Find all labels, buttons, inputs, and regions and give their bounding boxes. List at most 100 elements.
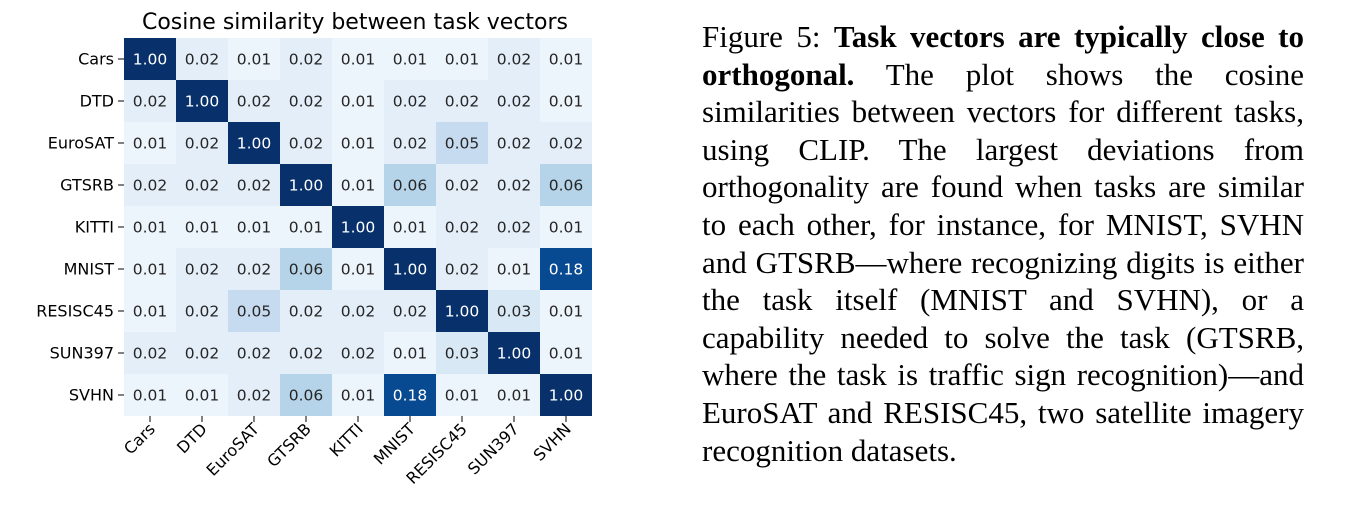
cell-value-label: 0.02: [549, 135, 584, 153]
cell-MNIST-KITTI: [332, 248, 384, 290]
cell-DTD-MNIST: [384, 80, 436, 122]
cell-EuroSAT-SVHN: [540, 122, 592, 164]
cell-value-label: 0.02: [237, 345, 272, 363]
cell-RESISC45-GTSRB: [280, 290, 332, 332]
y-tick-label: EuroSAT: [48, 134, 114, 153]
heatmap-chart: Cosine similarity between task vectors 1…: [36, 10, 592, 488]
cell-value-label: 0.02: [445, 177, 480, 195]
cell-value-label: 0.02: [393, 303, 428, 321]
cell-RESISC45-SUN397: [488, 290, 540, 332]
cell-value-label: 0.01: [549, 345, 584, 363]
cell-RESISC45-KITTI: [332, 290, 384, 332]
cell-value-label: 1.00: [497, 345, 532, 363]
cell-value-label: 0.01: [393, 345, 428, 363]
y-tick-label: KITTI: [75, 218, 114, 237]
cell-SUN397-KITTI: [332, 332, 384, 374]
cell-value-label: 0.02: [185, 261, 220, 279]
y-tick-label: GTSRB: [60, 176, 114, 195]
cell-value-label: 0.01: [549, 93, 584, 111]
cell-value-label: 0.01: [497, 387, 532, 405]
cell-value-label: 0.01: [133, 135, 168, 153]
y-tick-labels: Cars DTD EuroSAT GTSRB KITTI MNIST RESISC45 SUN…: [36, 50, 124, 405]
cell-DTD-GTSRB: [280, 80, 332, 122]
x-tick-label: EuroSAT: [203, 419, 263, 479]
cell-value-label: 0.02: [133, 93, 168, 111]
cell-value-label: 0.02: [497, 177, 532, 195]
cell-EuroSAT-GTSRB: [280, 122, 332, 164]
cell-value-label: 0.02: [497, 51, 532, 69]
cell-SUN397-Cars: [124, 332, 176, 374]
cell-DTD-EuroSAT: [228, 80, 280, 122]
cell-value-label: 0.03: [497, 303, 532, 321]
cell-EuroSAT-SUN397: [488, 122, 540, 164]
cell-MNIST-EuroSAT: [228, 248, 280, 290]
cell-Cars-RESISC45: [436, 38, 488, 80]
cell-EuroSAT-DTD: [176, 122, 228, 164]
cell-value-label: 0.06: [289, 387, 324, 405]
cell-value-label: 0.18: [549, 261, 584, 279]
cell-value-label: 0.01: [549, 219, 584, 237]
cell-Cars-MNIST: [384, 38, 436, 80]
figure-label: Figure 5:: [702, 19, 821, 54]
cell-value-label: 0.01: [185, 387, 220, 405]
figure-caption: Figure 5: Task vectors are typically clo…: [702, 18, 1304, 469]
cell-value-label: 1.00: [445, 303, 480, 321]
cell-value-label: 0.01: [341, 387, 376, 405]
cell-value-label: 0.01: [549, 51, 584, 69]
cell-value-label: 0.01: [341, 93, 376, 111]
cell-value-label: 0.06: [393, 177, 428, 195]
cell-value-label: 0.01: [497, 261, 532, 279]
cell-value-label: 1.00: [185, 93, 220, 111]
cell-GTSRB-DTD: [176, 164, 228, 206]
cell-GTSRB-KITTI: [332, 164, 384, 206]
cell-value-label: 0.02: [237, 177, 272, 195]
cell-value-label: 0.02: [133, 345, 168, 363]
cell-GTSRB-SUN397: [488, 164, 540, 206]
cell-value-label: 0.01: [549, 303, 584, 321]
cell-value-label: 0.02: [185, 51, 220, 69]
cell-value-label: 0.02: [497, 93, 532, 111]
cell-KITTI-GTSRB: [280, 206, 332, 248]
cell-SUN397-SUN397: [488, 332, 540, 374]
cell-EuroSAT-RESISC45: [436, 122, 488, 164]
cell-value-label: 0.05: [445, 135, 480, 153]
cell-value-label: 0.02: [289, 93, 324, 111]
cell-DTD-SVHN: [540, 80, 592, 122]
cell-value-label: 0.01: [341, 135, 376, 153]
cell-value-label: 0.02: [445, 219, 480, 237]
cell-GTSRB-RESISC45: [436, 164, 488, 206]
cell-SUN397-DTD: [176, 332, 228, 374]
cell-SUN397-MNIST: [384, 332, 436, 374]
cell-DTD-Cars: [124, 80, 176, 122]
cell-Cars-KITTI: [332, 38, 384, 80]
cell-SVHN-KITTI: [332, 374, 384, 416]
cell-value-label: 0.01: [289, 219, 324, 237]
cell-value-label: 0.02: [237, 261, 272, 279]
cell-value-label: 0.06: [549, 177, 584, 195]
cell-value-label: 0.01: [133, 261, 168, 279]
cell-value-label: 0.01: [341, 177, 376, 195]
cell-value-label: 0.02: [445, 261, 480, 279]
cell-MNIST-GTSRB: [280, 248, 332, 290]
cell-SVHN-SVHN: [540, 374, 592, 416]
cell-SVHN-SUN397: [488, 374, 540, 416]
caption-body: The plot shows the cosine similarities b…: [702, 56, 1304, 468]
x-tick-label: SUN397: [464, 419, 523, 478]
x-tick-label: SVHN: [529, 419, 574, 464]
cell-MNIST-RESISC45: [436, 248, 488, 290]
heatmap-cells: 1.00 0.02 0.01 0.02 0.01 0.01 0.01 0.02 0.01 0.02…: [124, 38, 592, 416]
cell-KITTI-Cars: [124, 206, 176, 248]
cell-value-label: 1.00: [289, 177, 324, 195]
cell-value-label: 0.02: [289, 135, 324, 153]
cell-value-label: 0.06: [289, 261, 324, 279]
cell-value-label: 0.02: [185, 177, 220, 195]
cell-SVHN-MNIST: [384, 374, 436, 416]
cell-KITTI-MNIST: [384, 206, 436, 248]
cell-SUN397-EuroSAT: [228, 332, 280, 374]
y-tick-label: RESISC45: [36, 302, 114, 321]
cell-EuroSAT-MNIST: [384, 122, 436, 164]
cell-KITTI-RESISC45: [436, 206, 488, 248]
cell-DTD-RESISC45: [436, 80, 488, 122]
cell-Cars-DTD: [176, 38, 228, 80]
